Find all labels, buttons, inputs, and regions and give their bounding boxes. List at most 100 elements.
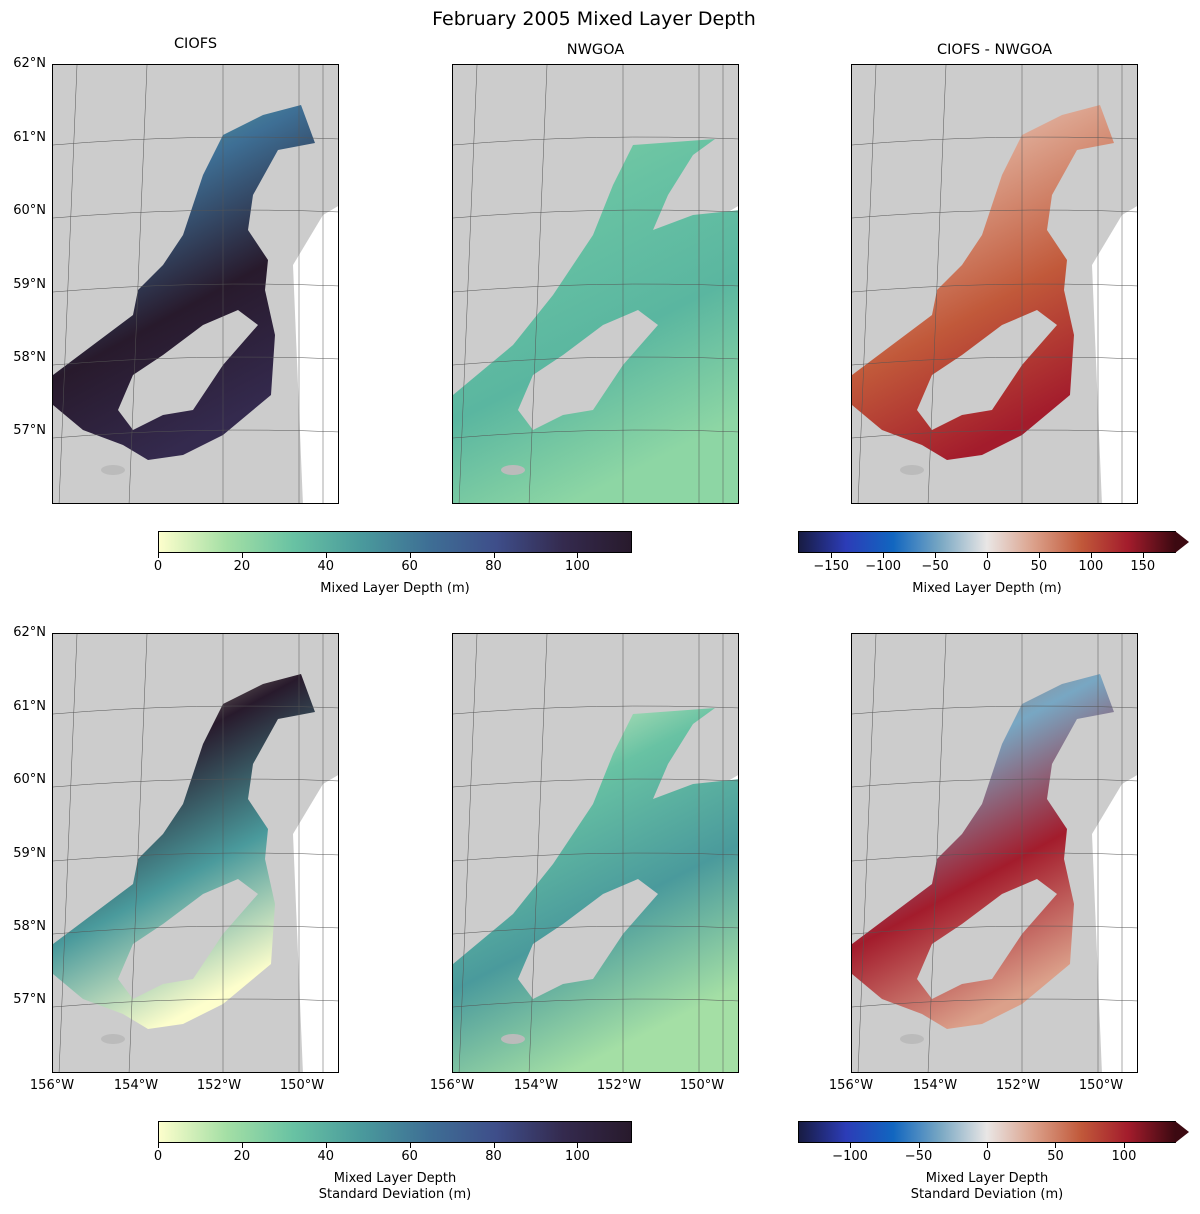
colorbar-tick bbox=[158, 553, 159, 558]
colorbar-tick-label: 0 bbox=[982, 559, 992, 574]
colorbar-tick-label: 50 bbox=[1047, 1149, 1064, 1164]
model-field bbox=[53, 105, 315, 460]
lon-label: 156°W bbox=[429, 1078, 475, 1093]
colorbar-tick bbox=[493, 1143, 495, 1148]
graticule-lon bbox=[857, 634, 877, 1072]
graticule-lat bbox=[53, 356, 338, 366]
colorbar-tick bbox=[850, 1143, 852, 1148]
graticule-lon bbox=[857, 65, 877, 503]
island bbox=[101, 465, 125, 475]
lat-label: 62°N bbox=[13, 625, 46, 640]
colorbar-tick bbox=[1123, 1143, 1125, 1148]
colorbar-tick bbox=[1090, 553, 1092, 558]
graticule-lon bbox=[458, 65, 478, 503]
graticule-lon bbox=[128, 65, 148, 503]
colorbar-tick bbox=[1142, 553, 1144, 558]
lon-label: 154°W bbox=[513, 1078, 559, 1093]
outside-domain bbox=[1092, 775, 1137, 1072]
graticule-lat bbox=[852, 852, 1137, 862]
colorbar-tick-label: −150 bbox=[813, 559, 850, 574]
colorbar-tick-label: 20 bbox=[233, 1149, 251, 1164]
graticule-lat bbox=[453, 136, 738, 146]
map-panel-bottom-diff bbox=[851, 633, 1138, 1073]
column-title-diff: CIOFS - NWGOA bbox=[936, 42, 1053, 58]
colorbar-tick bbox=[918, 1143, 920, 1148]
graticule-lat bbox=[53, 998, 338, 1008]
colorbar-tick bbox=[987, 553, 988, 558]
graticule-lat bbox=[453, 852, 738, 862]
outside-domain bbox=[1092, 206, 1137, 503]
map-panel-bottom-nwgoa bbox=[452, 633, 739, 1073]
graticule-lat bbox=[852, 998, 1137, 1008]
graticule-lat bbox=[53, 283, 338, 293]
lat-label: 60°N bbox=[13, 203, 46, 218]
colorbar-tick-label: 100 bbox=[1078, 559, 1104, 574]
colorbar-tick bbox=[409, 1143, 411, 1148]
map-panel-bottom-ciofs bbox=[52, 633, 339, 1073]
lat-label: 60°N bbox=[13, 772, 46, 787]
graticule-lat bbox=[453, 429, 738, 439]
outside-domain bbox=[293, 206, 338, 503]
graticule-lat bbox=[53, 852, 338, 862]
lon-label: 150°W bbox=[679, 1078, 725, 1093]
figure-title: February 2005 Mixed Layer Depth bbox=[432, 8, 756, 30]
colorbar-tick-label: 0 bbox=[153, 559, 163, 574]
graticule-lon bbox=[128, 634, 148, 1072]
colorbar-tick bbox=[935, 553, 937, 558]
colorbar-label: Mixed Layer Depth bbox=[333, 1171, 457, 1186]
lat-label: 59°N bbox=[13, 846, 46, 861]
graticule-lon bbox=[927, 634, 947, 1072]
map-panel-top-diff bbox=[851, 64, 1138, 504]
graticule-lat bbox=[453, 283, 738, 293]
colorbar-extend-arrow bbox=[1175, 1121, 1189, 1143]
graticule-lon bbox=[528, 65, 548, 503]
colorbar-label: Mixed Layer Depth (m) bbox=[912, 581, 1062, 596]
graticule-lat bbox=[53, 429, 338, 439]
colorbar-tick bbox=[158, 1143, 159, 1148]
island bbox=[900, 465, 924, 475]
colorbar-tick-label: 100 bbox=[1111, 1149, 1137, 1164]
lon-label: 154°W bbox=[113, 1078, 159, 1093]
island bbox=[900, 1034, 924, 1044]
lat-label: 61°N bbox=[13, 130, 46, 145]
colorbar-tick-label: 100 bbox=[565, 1149, 590, 1164]
colorbar-label: Mixed Layer Depth bbox=[925, 1171, 1049, 1186]
graticule-lat bbox=[453, 705, 738, 715]
outside-domain bbox=[293, 775, 338, 1072]
colorbar-tick bbox=[241, 553, 243, 558]
graticule-lon bbox=[528, 634, 548, 1072]
colorbar-top-right bbox=[798, 531, 1176, 553]
lon-label: 156°W bbox=[29, 1078, 75, 1093]
colorbar-tick bbox=[987, 1143, 988, 1148]
colorbar-tick-label: −100 bbox=[832, 1149, 868, 1164]
colorbar-tick bbox=[831, 553, 833, 558]
colorbar-label: Standard Deviation (m) bbox=[910, 1187, 1064, 1202]
graticule-lat bbox=[53, 925, 338, 935]
colorbar-tick bbox=[409, 553, 411, 558]
lat-label: 58°N bbox=[13, 350, 46, 365]
lat-label: 58°N bbox=[13, 919, 46, 934]
graticule-lat bbox=[453, 778, 738, 788]
lon-label: 150°W bbox=[1078, 1078, 1124, 1093]
graticule-lat bbox=[852, 356, 1137, 366]
lon-label: 152°W bbox=[196, 1078, 242, 1093]
colorbar-tick-label: 20 bbox=[233, 559, 251, 574]
colorbar-tick-label: 40 bbox=[317, 1149, 335, 1164]
colorbar-tick-label: 0 bbox=[982, 1149, 992, 1164]
graticule-lon bbox=[927, 65, 947, 503]
graticule-lat bbox=[453, 998, 738, 1008]
graticule-lon bbox=[58, 634, 78, 1072]
colorbar-tick bbox=[577, 1143, 579, 1148]
colorbar-tick bbox=[1055, 1143, 1057, 1148]
colorbar-tick-label: −50 bbox=[921, 559, 949, 574]
graticule-lat bbox=[852, 283, 1137, 293]
colorbar-tick-label: −100 bbox=[865, 559, 901, 574]
colorbar-tick bbox=[325, 553, 327, 558]
model-field bbox=[53, 674, 315, 1029]
colorbar-tick-label: 100 bbox=[565, 559, 590, 574]
colorbar-bottom-left bbox=[158, 1121, 632, 1143]
island bbox=[101, 1034, 125, 1044]
colorbar-tick-label: 40 bbox=[317, 559, 335, 574]
graticule-lat bbox=[852, 778, 1137, 788]
colorbar-label: Standard Deviation (m) bbox=[318, 1187, 472, 1202]
